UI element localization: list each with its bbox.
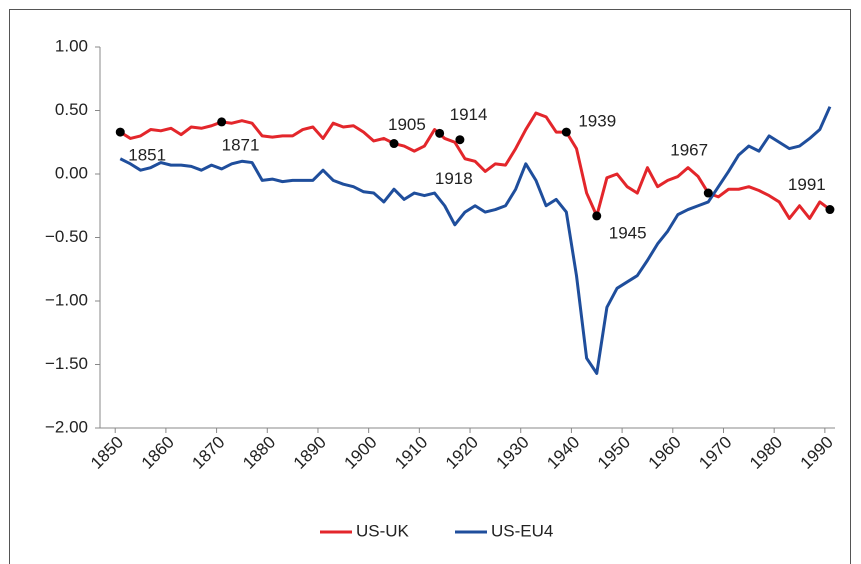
- annotation-dot: [825, 205, 835, 215]
- annotation-label: 1939: [578, 112, 616, 131]
- x-tick-label: 1870: [188, 433, 228, 473]
- annotation-label: 1851: [128, 146, 166, 165]
- x-tick-label: 1850: [87, 433, 127, 473]
- annotation-dot: [703, 188, 713, 198]
- annotation-dot: [217, 117, 227, 127]
- y-tick-label: −2.00: [45, 417, 88, 436]
- x-tick-label: 1940: [543, 433, 583, 473]
- legend-label: US-EU4: [491, 521, 553, 540]
- x-tick-label: 1990: [797, 433, 837, 473]
- x-tick-label: 1960: [645, 433, 685, 473]
- annotation-dot: [115, 127, 125, 137]
- annotation-dot: [389, 139, 399, 149]
- x-tick-label: 1890: [290, 433, 330, 473]
- annotation-label: 1871: [222, 135, 260, 154]
- annotation-label: 1945: [609, 223, 647, 242]
- x-tick-label: 1860: [138, 433, 178, 473]
- frame: [9, 9, 851, 564]
- annotation-label: 1991: [788, 175, 826, 194]
- annotation-label: 1918: [435, 169, 473, 188]
- x-tick-label: 1920: [442, 433, 482, 473]
- y-tick-label: −1.00: [45, 290, 88, 309]
- y-tick-label: 0.00: [55, 163, 88, 182]
- x-tick-label: 1980: [746, 433, 786, 473]
- x-tick-label: 1930: [493, 433, 533, 473]
- annotation-dot: [435, 128, 445, 138]
- x-tick-label: 1900: [340, 433, 380, 473]
- y-tick-label: −0.50: [45, 227, 88, 246]
- annotation-label: 1914: [450, 105, 488, 124]
- x-tick-label: 1880: [239, 433, 279, 473]
- annotation-label: 1905: [388, 115, 426, 134]
- x-tick-label: 1950: [594, 433, 634, 473]
- x-tick-label: 1970: [695, 433, 735, 473]
- y-tick-label: 0.50: [55, 100, 88, 119]
- y-tick-label: −1.50: [45, 354, 88, 373]
- annotation-dot: [561, 127, 571, 137]
- data-line: [119, 106, 832, 375]
- annotation-label: 1967: [670, 141, 708, 160]
- y-tick-label: 1.00: [55, 36, 88, 55]
- legend-label: US-UK: [356, 521, 410, 540]
- annotation-dot: [455, 135, 465, 145]
- annotation-dot: [592, 211, 602, 221]
- x-tick-label: 1910: [391, 433, 431, 473]
